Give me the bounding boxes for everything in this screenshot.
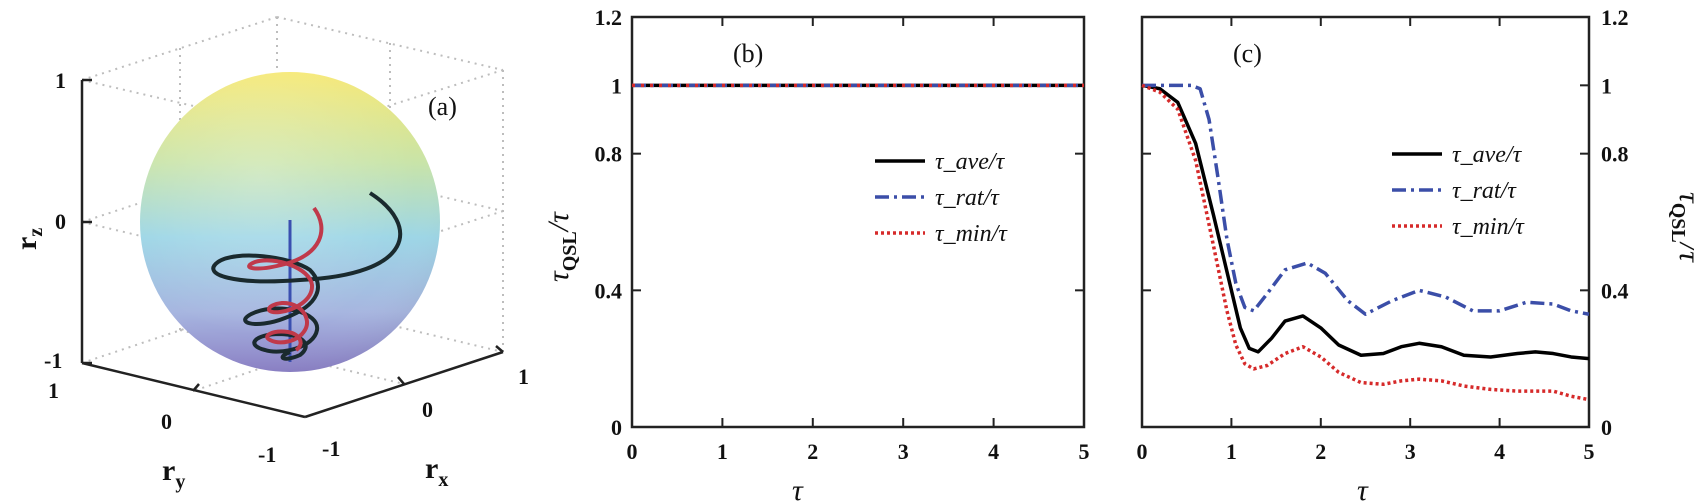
series-line-1 (1142, 83, 1590, 316)
x-axis-label: rx (425, 452, 448, 491)
x-axis-label-c: τ (1357, 474, 1369, 502)
x-tick-label: -1 (322, 436, 340, 461)
legend-label-min: τ_min/τ (935, 221, 1008, 247)
z-tick-label: 1 (55, 68, 66, 93)
y-axis-label-b: τQSL/τ (542, 211, 581, 282)
y-tick-label: 0.8 (1601, 142, 1629, 167)
y-tick-label: 1 (48, 378, 59, 403)
y-tick-label: -1 (258, 442, 276, 467)
legend-label-rat: τ_rat/τ (935, 185, 1000, 211)
y-tick-label: 1.2 (595, 5, 623, 30)
x-tick-label: 0 (422, 397, 433, 422)
series-line-0 (1141, 83, 1590, 361)
y-tick-label: 0 (1601, 415, 1612, 440)
legend-b: τ_ave/τ τ_rat/τ τ_min/τ (875, 149, 1008, 247)
panel-a: 1 0 -1 1 0 -1 -1 0 1 rz ry rx (a) (10, 16, 529, 493)
panel-label-a: (a) (428, 92, 457, 121)
y-tick-label: 1 (1601, 73, 1612, 98)
x-tick-label: 1 (717, 439, 728, 464)
y-axis-label-c: τQSL/τ (1667, 192, 1694, 263)
legend-label-rat: τ_rat/τ (1452, 178, 1517, 204)
panel-label-c: (c) (1233, 39, 1262, 68)
x-tick-label: 4 (988, 439, 999, 464)
x-tick-label: 0 (627, 439, 638, 464)
y-tick-label: 0 (611, 415, 622, 440)
legend-label-ave: τ_ave/τ (935, 149, 1006, 175)
x-tick-label: 1 (518, 364, 529, 389)
x-tick-label: 2 (1315, 439, 1326, 464)
x-tick-label: 3 (1405, 439, 1416, 464)
z-tick-label: 0 (55, 209, 66, 234)
x-tick-label: 3 (898, 439, 909, 464)
axes-3d (80, 78, 504, 419)
y-tick-label: 1 (611, 73, 622, 98)
plot-frame (630, 15, 1086, 429)
panel-label-b: (b) (733, 39, 763, 68)
y-tick-label: 0.4 (1601, 278, 1629, 303)
x-tick-label: 2 (807, 439, 818, 464)
panel-b: 0 1 2 3 4 5 0 0.4 0.8 1 1.2 (b) τQSL/τ τ τ_ave/τ τ… (542, 5, 1090, 502)
z-axis-label: rz (10, 228, 47, 250)
red-spiral-trajectory (247, 206, 324, 352)
plot-frame (1140, 15, 1591, 429)
x-tick-label: 5 (1079, 439, 1090, 464)
x-tick-label: 5 (1584, 439, 1595, 464)
x-tick-label: 0 (1137, 439, 1148, 464)
legend-label-min: τ_min/τ (1452, 214, 1525, 240)
y-tick-label: 0 (161, 409, 172, 434)
legend-label-ave: τ_ave/τ (1452, 142, 1523, 168)
series-line-2 (1141, 83, 1590, 402)
y-tick-label: 0.8 (595, 142, 623, 167)
x-axis-label-b: τ (792, 474, 804, 502)
y-tick-label: 1.2 (1601, 5, 1629, 30)
y-tick-label: 0.4 (595, 278, 623, 303)
legend-c: τ_ave/τ τ_rat/τ τ_min/τ (1392, 142, 1525, 240)
x-tick-label: 4 (1494, 439, 1505, 464)
x-tick-label: 1 (1226, 439, 1237, 464)
y-axis-label: ry (162, 454, 185, 493)
z-tick-label: -1 (44, 348, 62, 373)
panel-c-plot: 0 1 2 3 4 500.40.811.2 (1137, 5, 1629, 464)
panel-b-plot: 0 1 2 3 4 5 0 0.4 0.8 1 1.2 (595, 5, 1090, 464)
black-spiral-trajectory (211, 191, 403, 361)
